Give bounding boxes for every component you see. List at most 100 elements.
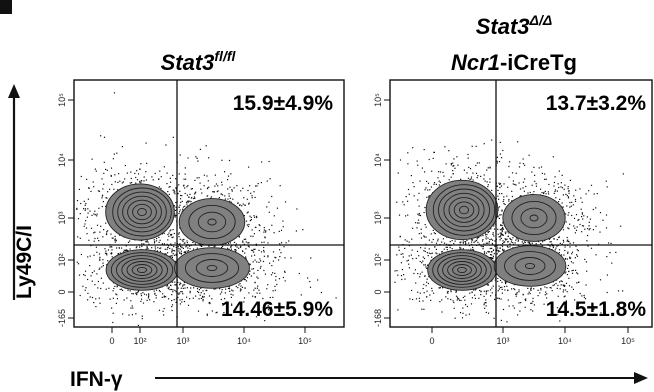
event-dot xyxy=(243,215,245,217)
event-dot xyxy=(125,245,127,247)
event-dot xyxy=(236,246,238,248)
event-dot xyxy=(420,247,422,249)
event-dot xyxy=(529,191,531,194)
event-dot xyxy=(508,305,510,307)
event-dot xyxy=(568,270,570,272)
event-dot xyxy=(504,241,506,243)
event-dot xyxy=(214,245,216,247)
event-dot xyxy=(228,288,231,290)
event-dot xyxy=(472,179,474,181)
event-dot xyxy=(473,289,475,291)
y-tick-label: 10⁴ xyxy=(373,153,383,167)
event-dot xyxy=(483,290,485,292)
event-dot xyxy=(260,251,263,253)
event-dot xyxy=(424,247,426,249)
event-dot xyxy=(600,312,602,314)
event-dot xyxy=(102,262,104,264)
event-dot xyxy=(485,299,487,301)
event-dot xyxy=(256,216,258,219)
event-dot xyxy=(541,192,543,194)
event-dot xyxy=(272,296,274,298)
event-dot xyxy=(230,173,232,175)
left-upper-right-value: 15.9±4.9% xyxy=(233,92,334,115)
event-dot xyxy=(282,226,284,228)
event-dot xyxy=(502,227,504,230)
event-dot xyxy=(257,285,259,287)
event-dot xyxy=(177,287,179,289)
event-dot xyxy=(110,174,112,177)
event-dot xyxy=(572,242,575,244)
event-dot xyxy=(202,300,204,302)
event-dot xyxy=(180,283,182,285)
event-dot xyxy=(177,246,179,248)
event-dot xyxy=(418,192,420,194)
event-dot xyxy=(168,245,170,247)
event-dot xyxy=(233,241,236,243)
event-dot xyxy=(531,184,533,186)
event-dot xyxy=(496,245,498,247)
event-dot xyxy=(175,178,177,180)
event-dot xyxy=(402,253,404,255)
event-dot xyxy=(460,178,462,180)
event-dot xyxy=(93,302,95,304)
event-dot xyxy=(279,256,281,258)
event-dot xyxy=(184,251,186,253)
event-dot xyxy=(131,314,133,316)
event-dot xyxy=(106,233,108,235)
event-dot xyxy=(485,293,487,295)
event-dot xyxy=(573,225,575,227)
event-dot xyxy=(407,214,409,216)
event-dot xyxy=(242,241,244,243)
event-dot xyxy=(200,188,202,190)
event-dot xyxy=(139,246,141,248)
event-dot xyxy=(211,310,213,312)
event-dot xyxy=(425,285,427,287)
contour-ring xyxy=(520,207,548,229)
event-dot xyxy=(556,307,559,309)
event-dot xyxy=(136,170,138,172)
event-dot xyxy=(272,272,274,274)
event-dot xyxy=(189,193,191,195)
event-dot xyxy=(567,251,569,253)
event-dot xyxy=(230,246,232,248)
event-dot xyxy=(446,243,448,245)
event-dot xyxy=(116,285,118,287)
event-dot xyxy=(209,303,211,305)
event-dot xyxy=(533,304,535,306)
event-dot xyxy=(516,292,518,294)
event-dot xyxy=(159,239,161,241)
event-dot xyxy=(248,202,250,204)
event-dot xyxy=(179,282,181,284)
event-dot xyxy=(547,191,549,193)
event-dot xyxy=(179,204,181,206)
y-tick-label: -165 xyxy=(57,309,67,327)
event-dot xyxy=(278,278,281,280)
event-dot xyxy=(427,282,429,285)
event-dot xyxy=(522,163,524,165)
event-dot xyxy=(433,151,435,153)
event-dot xyxy=(86,178,88,180)
event-dot xyxy=(465,241,467,243)
event-dot xyxy=(229,186,231,188)
event-dot xyxy=(470,303,473,305)
event-dot xyxy=(173,189,175,191)
event-dot xyxy=(574,200,577,202)
event-dot xyxy=(417,213,419,215)
event-dot xyxy=(128,314,130,316)
event-dot xyxy=(179,248,181,250)
event-dot xyxy=(272,251,275,253)
event-dot xyxy=(573,195,575,197)
event-dot xyxy=(109,188,111,190)
contour-ring xyxy=(195,259,229,277)
event-dot xyxy=(564,249,566,252)
event-dot xyxy=(481,245,483,248)
event-dot xyxy=(510,241,512,243)
event-dot xyxy=(507,186,509,188)
event-dot xyxy=(508,232,510,234)
event-dot xyxy=(93,213,95,215)
event-dot xyxy=(112,158,114,160)
event-dot xyxy=(208,157,210,159)
event-dot xyxy=(111,256,113,258)
event-dot xyxy=(132,293,134,295)
event-dot xyxy=(146,299,148,301)
